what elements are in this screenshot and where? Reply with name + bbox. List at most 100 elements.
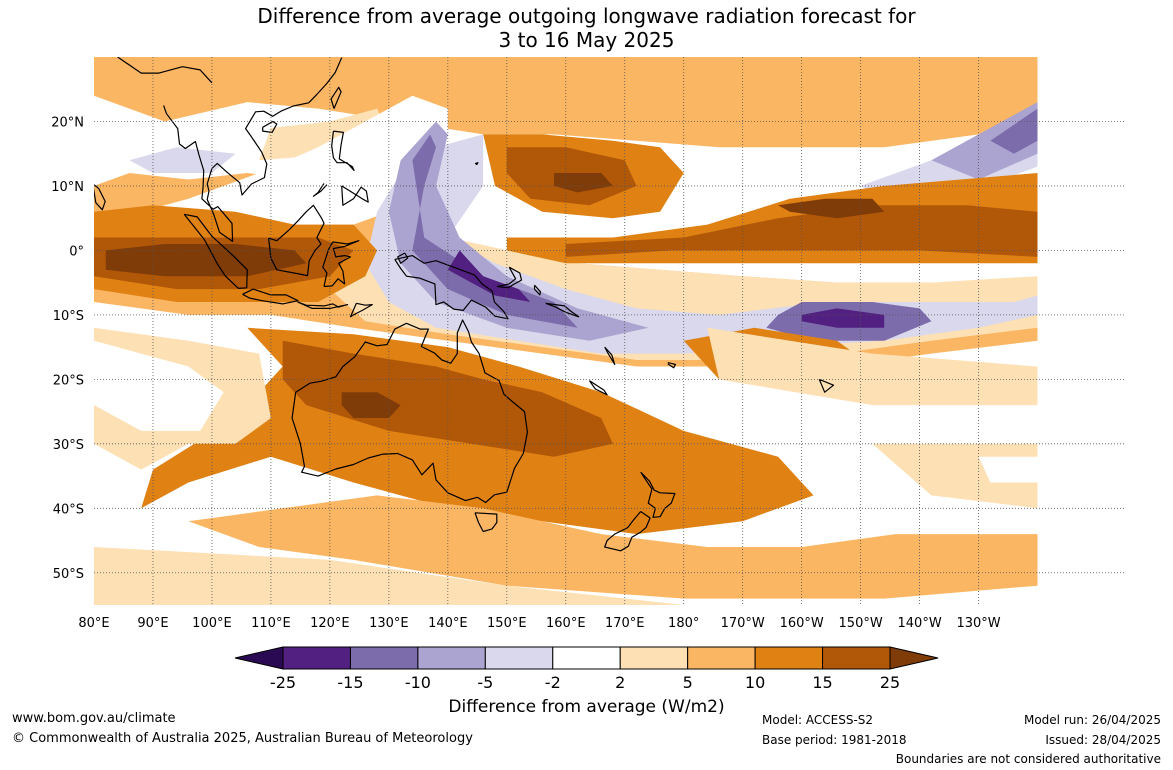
- coastlines: [94, 57, 835, 552]
- colorbar-tick-label: -10: [405, 673, 431, 692]
- coastline-2: [640, 471, 676, 518]
- anomaly-region-28: [188, 495, 1038, 599]
- lat-tick-label: 20°N: [51, 115, 84, 130]
- lat-tick-label: 20°S: [53, 373, 84, 388]
- anomaly-region-14: [129, 147, 236, 173]
- colorbar-tick-label: 5: [683, 673, 693, 692]
- colorbar-swatch: [484, 646, 554, 670]
- latitude-tick-labels: 20°N 10°N 0° 10°S 20°S 30°S 40°S 50°S: [51, 115, 84, 581]
- lon-tick-label: 130°W: [956, 616, 1000, 631]
- coastline-1: [474, 512, 498, 533]
- anomaly-region-32: [978, 456, 1038, 483]
- olr-anomaly-map: 80°E 90°E 100°E 110°E 120°E 130°E 140°E 150°E 16…: [51, 57, 1126, 692]
- anomaly-region-7: [412, 134, 578, 328]
- coastline-24: [588, 380, 608, 396]
- lon-tick-label: 180°: [668, 616, 699, 631]
- colorbar-tick-labels: -25 -15 -10 -5 -2 2 5 10 15 25: [270, 673, 900, 692]
- anomaly-region-12: [931, 102, 1038, 180]
- colorbar-label: Difference from average (W/m2): [448, 697, 725, 717]
- lat-tick-label: 30°S: [53, 438, 84, 453]
- colorbar-tick-label: 10: [745, 673, 765, 692]
- anomaly-region-17: [554, 173, 613, 193]
- lon-tick-label: 140°W: [898, 616, 942, 631]
- copyright-text: © Commonwealth of Australia 2025, Austra…: [12, 731, 473, 746]
- colorbar-tick-label: 25: [880, 673, 900, 692]
- lon-tick-label: 150°E: [487, 616, 527, 631]
- colorbar-tick-label: 15: [812, 673, 832, 692]
- anomaly-region-34: [707, 327, 1038, 406]
- colorbar-swatch: [619, 646, 689, 670]
- coastline-11: [312, 183, 328, 197]
- lon-tick-label: 130°E: [369, 616, 409, 631]
- colorbar-tick-label: -5: [477, 673, 493, 692]
- lon-tick-label: 170°E: [605, 616, 645, 631]
- colorbar-tick-label: -15: [337, 673, 363, 692]
- base-period: Base period: 1981-2018: [762, 733, 907, 747]
- lon-tick-label: 110°E: [251, 616, 291, 631]
- coastline-17: [330, 86, 342, 109]
- lon-tick-label: 80°E: [78, 616, 109, 631]
- coastline-26: [818, 378, 835, 393]
- coastline-21: [533, 284, 542, 296]
- colorbar-min-arrow: [234, 646, 284, 670]
- colorbar-swatch: [349, 646, 419, 670]
- coastline-22: [545, 302, 580, 318]
- lon-tick-label: 160°E: [546, 616, 586, 631]
- lat-tick-label: 0°: [69, 244, 84, 259]
- gridlines: [94, 57, 1126, 605]
- colorbar-tick-label: 2: [615, 673, 625, 692]
- coastline-25: [667, 362, 677, 369]
- lon-tick-label: 140°E: [428, 616, 468, 631]
- coastline-3: [604, 511, 651, 552]
- coastline-20: [496, 266, 523, 289]
- coastline-10: [341, 185, 369, 206]
- coastline-6: [183, 213, 248, 289]
- anomaly-region-9: [447, 250, 531, 302]
- lat-tick-label: 40°S: [53, 502, 84, 517]
- coastline-5: [268, 204, 325, 277]
- model-run-date: Model run: 26/04/2025: [1023, 713, 1161, 727]
- colorbar-max-arrow: [889, 646, 939, 670]
- anomaly-region-30: [94, 340, 224, 431]
- coastline-8: [322, 240, 360, 288]
- anomaly-region-26: [282, 340, 613, 457]
- coastline-23: [604, 346, 616, 366]
- coastline-13: [297, 301, 349, 309]
- colorbar-swatch: [282, 646, 351, 670]
- map-title-line-2: 3 to 16 May 2025: [498, 28, 675, 52]
- lon-tick-label: 150°W: [839, 616, 883, 631]
- lon-tick-label: 170°W: [721, 616, 765, 631]
- colorbar-swatch: [417, 646, 486, 670]
- coastline-14: [94, 184, 106, 211]
- anomaly-region-27: [341, 392, 401, 418]
- model-name: Model: ACCESS-S2: [762, 713, 874, 727]
- coastline-4: [394, 255, 509, 320]
- anomaly-region-20: [105, 244, 307, 277]
- coastline-12: [349, 302, 373, 318]
- anomaly-region-10: [801, 308, 885, 328]
- colorbar-tick-label: -2: [545, 673, 561, 692]
- coastline-16: [117, 57, 213, 84]
- anomaly-region-23: [778, 198, 885, 219]
- website-link[interactable]: www.bom.gov.au/climate: [12, 711, 176, 726]
- lat-tick-label: 10°N: [51, 180, 84, 195]
- lon-tick-label: 160°W: [780, 616, 824, 631]
- colorbar-swatch: [754, 646, 824, 670]
- coastline-0: [291, 319, 529, 504]
- anomaly-region-13: [990, 108, 1038, 154]
- coastline-15: [163, 57, 343, 242]
- colorbar-tick-label: -25: [270, 673, 296, 692]
- coastline-7: [242, 288, 299, 305]
- coastline-18: [262, 120, 278, 133]
- colorbar: [234, 646, 939, 670]
- lat-tick-label: 10°S: [53, 309, 84, 324]
- coastline-19: [397, 252, 409, 264]
- coastline-9: [331, 130, 355, 172]
- colorbar-swatch: [822, 646, 891, 670]
- lon-tick-label: 100°E: [192, 616, 232, 631]
- colorbar-swatch: [552, 646, 621, 670]
- lat-tick-label: 50°S: [53, 567, 84, 582]
- lon-tick-label: 90°E: [137, 616, 168, 631]
- issued-date: Issued: 28/04/2025: [1045, 733, 1161, 747]
- coastline-27: [474, 162, 479, 166]
